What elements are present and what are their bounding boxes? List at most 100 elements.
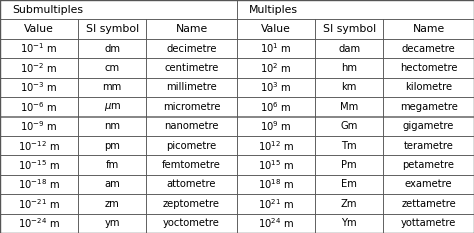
Bar (0, 116, 78, 136)
Text: decimetre: decimetre (166, 44, 217, 54)
Bar (0, 214, 78, 233)
Text: $10^{-24}$ m: $10^{-24}$ m (18, 216, 60, 230)
Text: gigametre: gigametre (403, 121, 454, 131)
Bar (237, 155, 315, 175)
Text: nm: nm (104, 121, 120, 131)
Text: dm: dm (104, 44, 120, 54)
Bar (315, 19, 383, 39)
Bar (237, 0, 474, 19)
Text: fm: fm (106, 160, 119, 170)
Bar (78, 136, 146, 155)
Text: $10^{15}$ m: $10^{15}$ m (258, 158, 294, 172)
Text: $10^{-12}$ m: $10^{-12}$ m (18, 139, 60, 153)
Text: Name: Name (412, 24, 445, 34)
Text: $10^{21}$ m: $10^{21}$ m (258, 197, 294, 211)
Bar (0, 58, 78, 78)
Bar (383, 194, 474, 214)
Bar (78, 155, 146, 175)
Text: $10^{3}$ m: $10^{3}$ m (260, 80, 292, 94)
Bar (237, 136, 315, 155)
Text: attometre: attometre (167, 179, 216, 189)
Bar (383, 78, 474, 97)
Bar (237, 116, 315, 136)
Text: Value: Value (24, 24, 54, 34)
Bar (315, 78, 383, 97)
Text: SI symbol: SI symbol (86, 24, 139, 34)
Text: Mm: Mm (340, 102, 358, 112)
Bar (383, 214, 474, 233)
Text: zeptometre: zeptometre (163, 199, 220, 209)
Text: $10^{2}$ m: $10^{2}$ m (260, 61, 292, 75)
Bar (78, 175, 146, 194)
Bar (383, 175, 474, 194)
Bar (78, 19, 146, 39)
Bar (315, 39, 383, 58)
Text: $10^{-9}$ m: $10^{-9}$ m (20, 119, 58, 133)
Bar (146, 175, 237, 194)
Text: $10^{-15}$ m: $10^{-15}$ m (18, 158, 60, 172)
Text: am: am (104, 179, 120, 189)
Text: yottametre: yottametre (401, 218, 456, 228)
Text: $10^{1}$ m: $10^{1}$ m (260, 42, 292, 55)
Text: kilometre: kilometre (405, 82, 452, 92)
Text: $10^{12}$ m: $10^{12}$ m (258, 139, 294, 153)
Bar (78, 97, 146, 116)
Text: $\mu$m: $\mu$m (103, 101, 121, 113)
Text: $10^{18}$ m: $10^{18}$ m (258, 178, 294, 191)
Bar (146, 19, 237, 39)
Text: $10^{-3}$ m: $10^{-3}$ m (20, 80, 58, 94)
Text: femtometre: femtometre (162, 160, 221, 170)
Text: micrometre: micrometre (163, 102, 220, 112)
Text: SI symbol: SI symbol (323, 24, 376, 34)
Bar (0, 19, 78, 39)
Text: hectometre: hectometre (400, 63, 457, 73)
Bar (237, 175, 315, 194)
Text: zettametre: zettametre (401, 199, 456, 209)
Text: $10^{-18}$ m: $10^{-18}$ m (18, 178, 60, 191)
Bar (237, 97, 315, 116)
Bar (237, 39, 315, 58)
Bar (0, 155, 78, 175)
Bar (315, 175, 383, 194)
Text: Submultiples: Submultiples (12, 5, 83, 15)
Text: $10^{-1}$ m: $10^{-1}$ m (20, 42, 58, 55)
Bar (315, 58, 383, 78)
Text: megametre: megametre (400, 102, 457, 112)
Bar (78, 194, 146, 214)
Text: $10^{9}$ m: $10^{9}$ m (260, 119, 292, 133)
Bar (315, 214, 383, 233)
Bar (315, 136, 383, 155)
Bar (0, 136, 78, 155)
Bar (315, 194, 383, 214)
Bar (383, 58, 474, 78)
Text: terametre: terametre (404, 141, 454, 151)
Text: picometre: picometre (166, 141, 217, 151)
Bar (146, 39, 237, 58)
Text: hm: hm (341, 63, 357, 73)
Bar (146, 136, 237, 155)
Bar (146, 155, 237, 175)
Text: pm: pm (104, 141, 120, 151)
Text: yoctometre: yoctometre (163, 218, 220, 228)
Bar (383, 97, 474, 116)
Text: Zm: Zm (341, 199, 357, 209)
Text: Multiples: Multiples (249, 5, 298, 15)
Text: $10^{6}$ m: $10^{6}$ m (260, 100, 292, 114)
Text: $10^{-21}$ m: $10^{-21}$ m (18, 197, 60, 211)
Text: Gm: Gm (340, 121, 358, 131)
Bar (0, 175, 78, 194)
Text: $10^{24}$ m: $10^{24}$ m (258, 216, 294, 230)
Bar (315, 97, 383, 116)
Text: dam: dam (338, 44, 360, 54)
Text: cm: cm (105, 63, 120, 73)
Bar (78, 214, 146, 233)
Text: Ym: Ym (341, 218, 357, 228)
Bar (0, 0, 237, 19)
Text: $10^{-2}$ m: $10^{-2}$ m (20, 61, 58, 75)
Text: mm: mm (102, 82, 122, 92)
Text: Value: Value (261, 24, 291, 34)
Bar (383, 116, 474, 136)
Bar (146, 58, 237, 78)
Bar (383, 19, 474, 39)
Text: exametre: exametre (405, 179, 452, 189)
